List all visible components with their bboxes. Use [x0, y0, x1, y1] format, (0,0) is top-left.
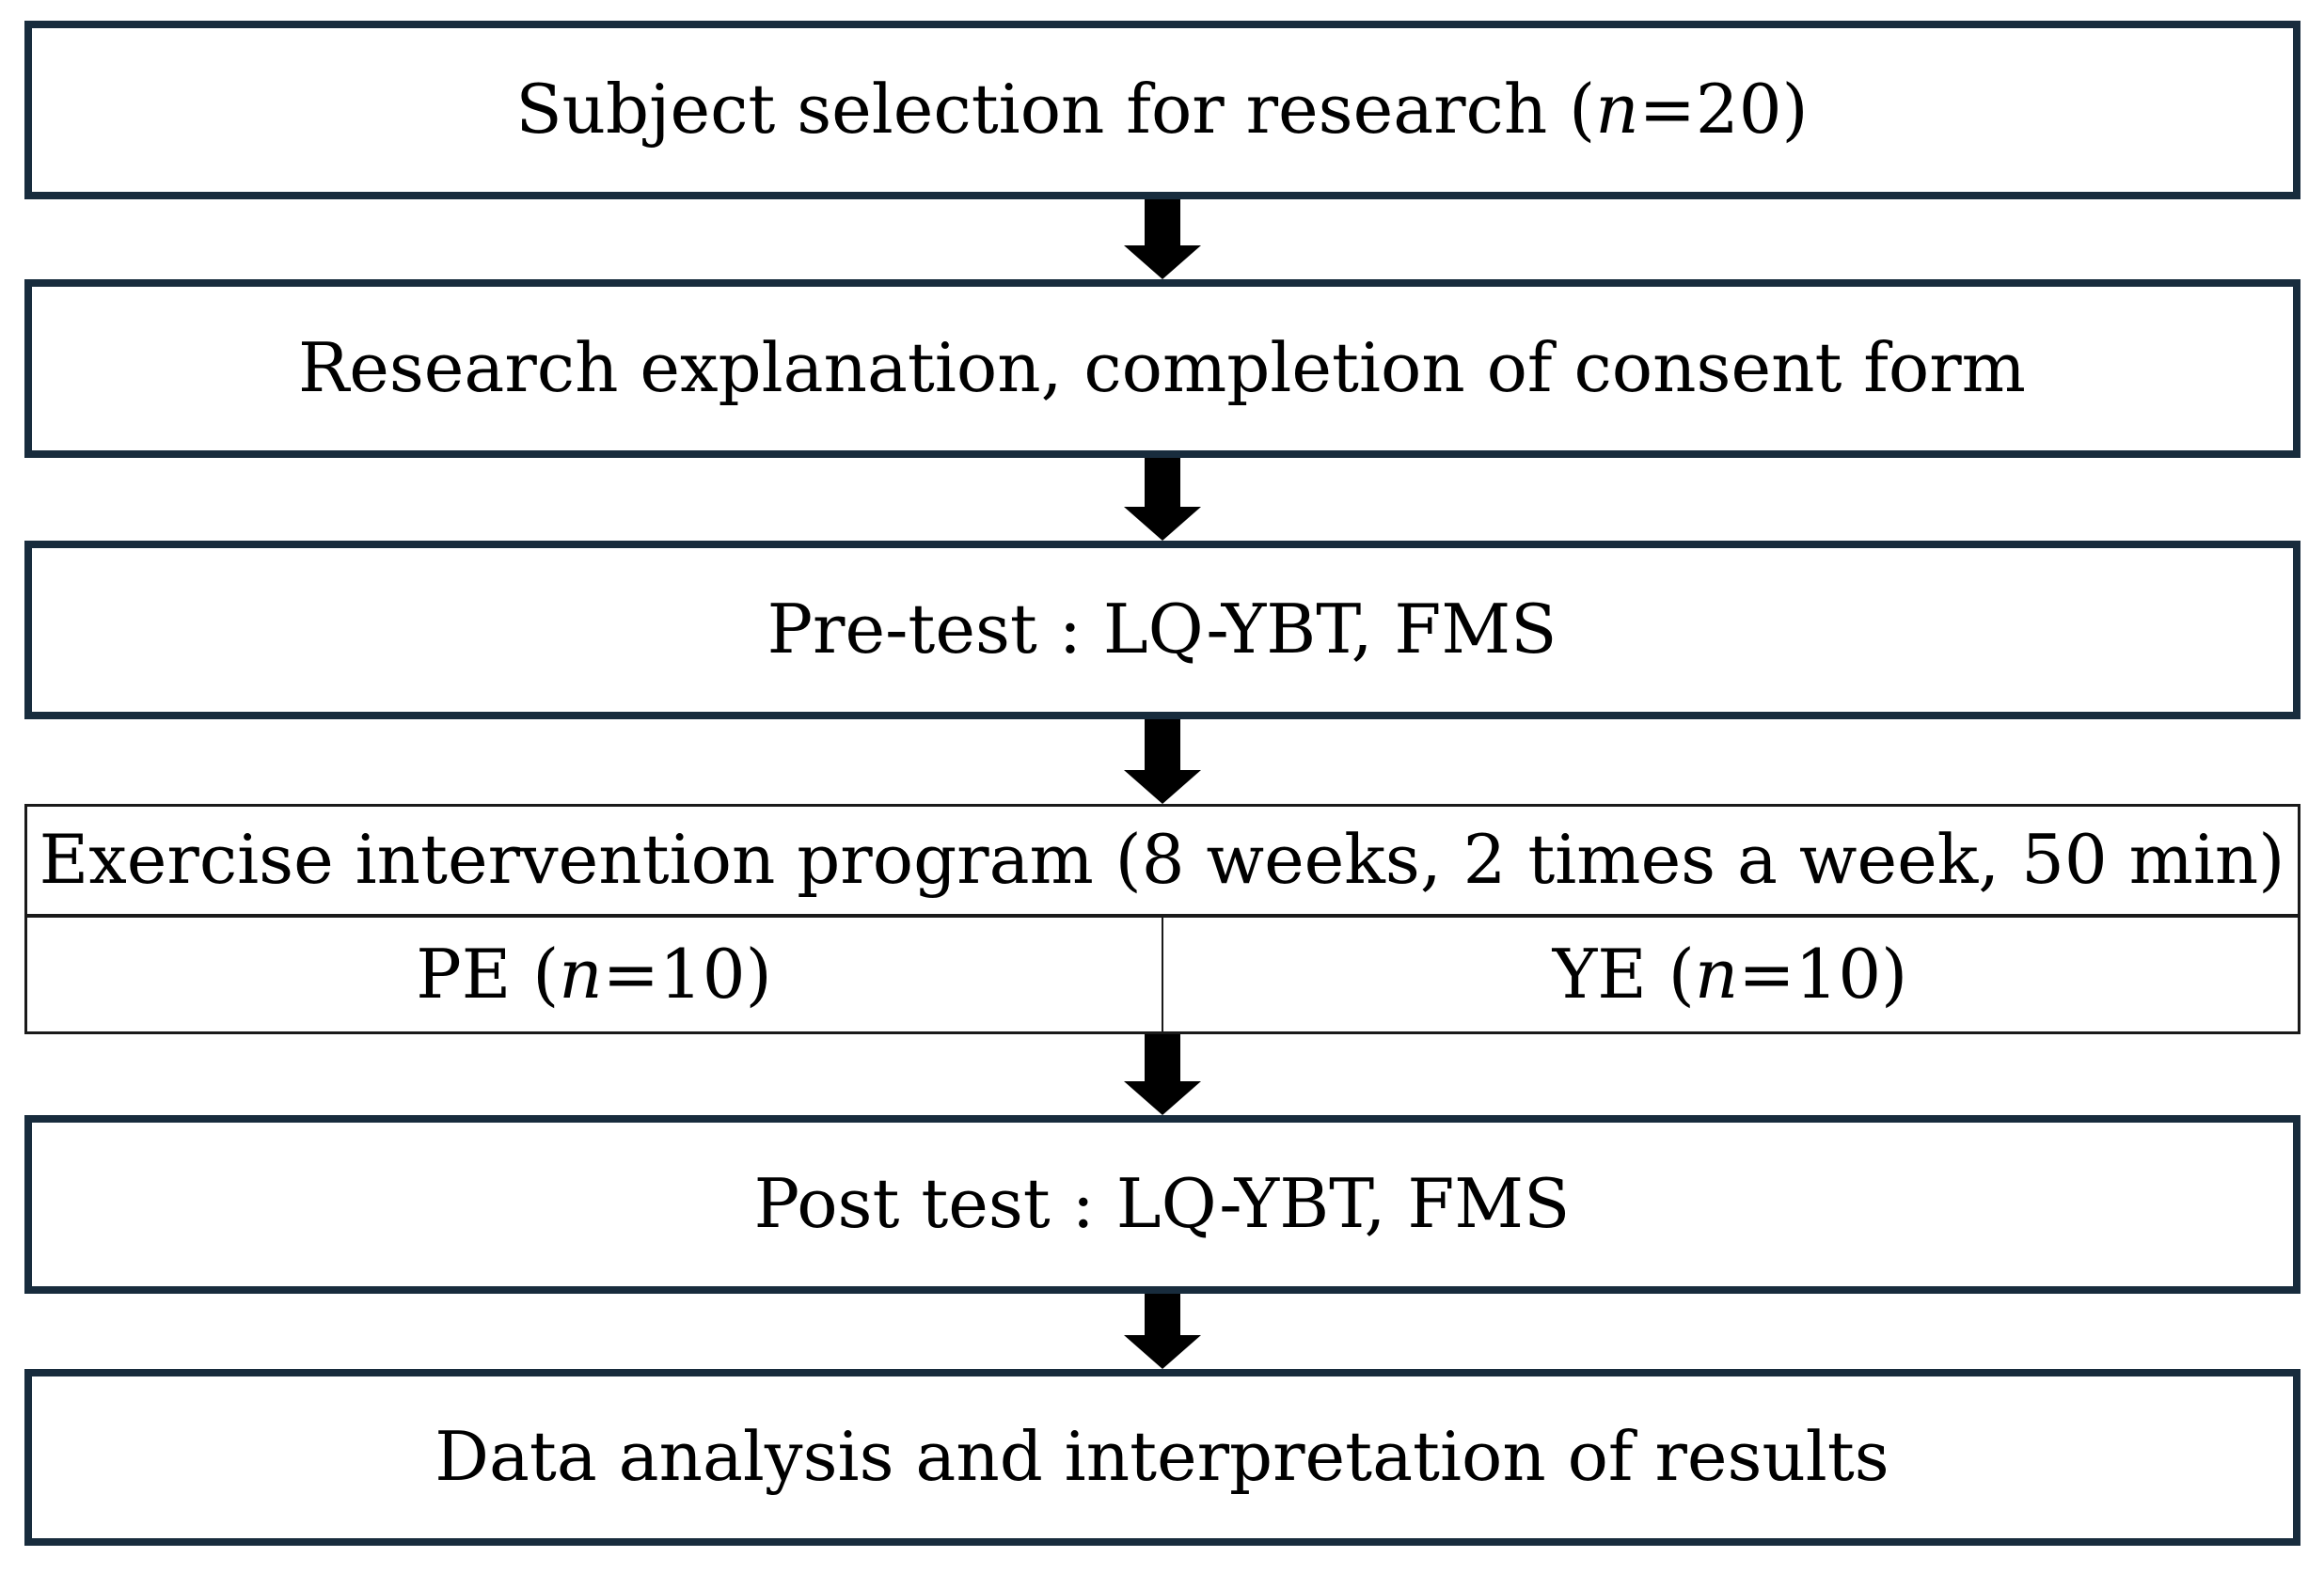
step-subject-selection-label: Subject selection for research (n=20): [515, 72, 1808, 147]
group-pe-cell: PE (n=10): [27, 918, 1163, 1031]
step-posttest: Post test : LQ-YBT, FMS: [24, 1115, 2300, 1294]
label-text-after: =10): [602, 934, 772, 1014]
label-text-after: =10): [1738, 934, 1908, 1014]
arrow-shaft: [1144, 199, 1180, 245]
arrow-shaft: [1144, 1294, 1180, 1335]
italic-n: n: [559, 934, 603, 1014]
arrow-down-icon: [1123, 719, 1201, 804]
label-text-before: Subject selection for research (: [515, 70, 1596, 149]
arrow-head: [1123, 245, 1201, 279]
arrow-head: [1123, 1335, 1201, 1369]
arrow-down-icon: [1123, 458, 1201, 541]
step-analysis-label: Data analysis and interpretation of resu…: [435, 1417, 1889, 1497]
arrow-down-icon: [1123, 1034, 1201, 1115]
step-intervention: Exercise intervention program (8 weeks, …: [24, 804, 2300, 1034]
arrow-down-icon: [1123, 1294, 1201, 1369]
intervention-header-row: Exercise intervention program (8 weeks, …: [26, 807, 2298, 918]
intervention-groups-row: PE (n=10) YE (n=10): [27, 918, 2298, 1031]
arrow-shaft: [1144, 1034, 1180, 1081]
group-ye-cell: YE (n=10): [1163, 918, 2298, 1031]
label-text-before: YE (: [1552, 934, 1695, 1014]
step-subject-selection: Subject selection for research (n=20): [24, 21, 2300, 199]
arrow-shaft: [1144, 458, 1180, 507]
arrow-shaft: [1144, 719, 1180, 770]
group-ye-label: YE (n=10): [1552, 934, 1908, 1014]
arrow-head: [1123, 1081, 1201, 1115]
label-text-before: PE (: [416, 934, 560, 1014]
intervention-header-label: Exercise intervention program (8 weeks, …: [39, 820, 2285, 900]
arrow-head: [1123, 507, 1201, 541]
step-consent: Research explanation, completion of cons…: [24, 279, 2300, 458]
step-posttest-label: Post test : LQ-YBT, FMS: [753, 1164, 1571, 1244]
italic-n: n: [1694, 934, 1739, 1014]
step-analysis: Data analysis and interpretation of resu…: [24, 1369, 2300, 1546]
step-consent-label: Research explanation, completion of cons…: [298, 328, 2026, 408]
step-pretest: Pre-test : LQ-YBT, FMS: [24, 541, 2300, 719]
italic-n: n: [1595, 70, 1639, 149]
arrow-down-icon: [1123, 199, 1201, 279]
group-pe-label: PE (n=10): [416, 934, 772, 1014]
label-text-after: =20): [1638, 70, 1809, 149]
step-pretest-label: Pre-test : LQ-YBT, FMS: [767, 590, 1557, 669]
arrow-head: [1123, 770, 1201, 804]
